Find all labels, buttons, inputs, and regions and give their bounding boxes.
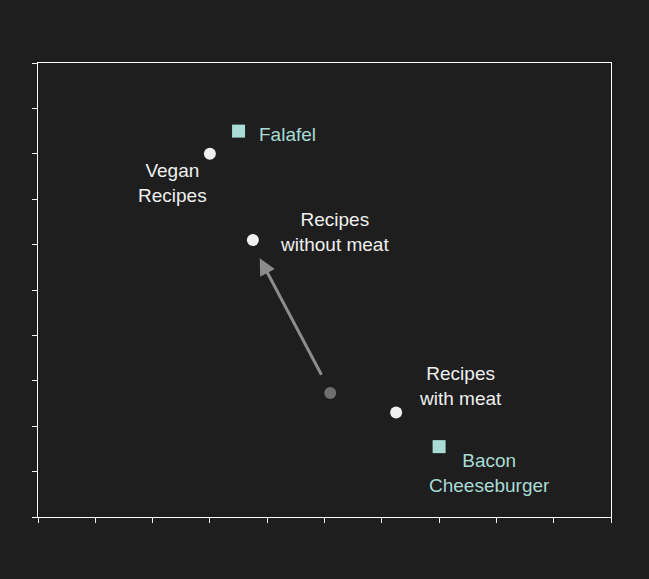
svg-text:VeganRecipes: VeganRecipes <box>138 160 207 206</box>
svg-text:Recipeswith meat: Recipeswith meat <box>419 363 502 409</box>
svg-text:Recipeswithout meat: Recipeswithout meat <box>280 209 389 255</box>
svg-text:BaconCheeseburger: BaconCheeseburger <box>429 450 550 496</box>
svg-text:Falafel: Falafel <box>259 124 316 145</box>
